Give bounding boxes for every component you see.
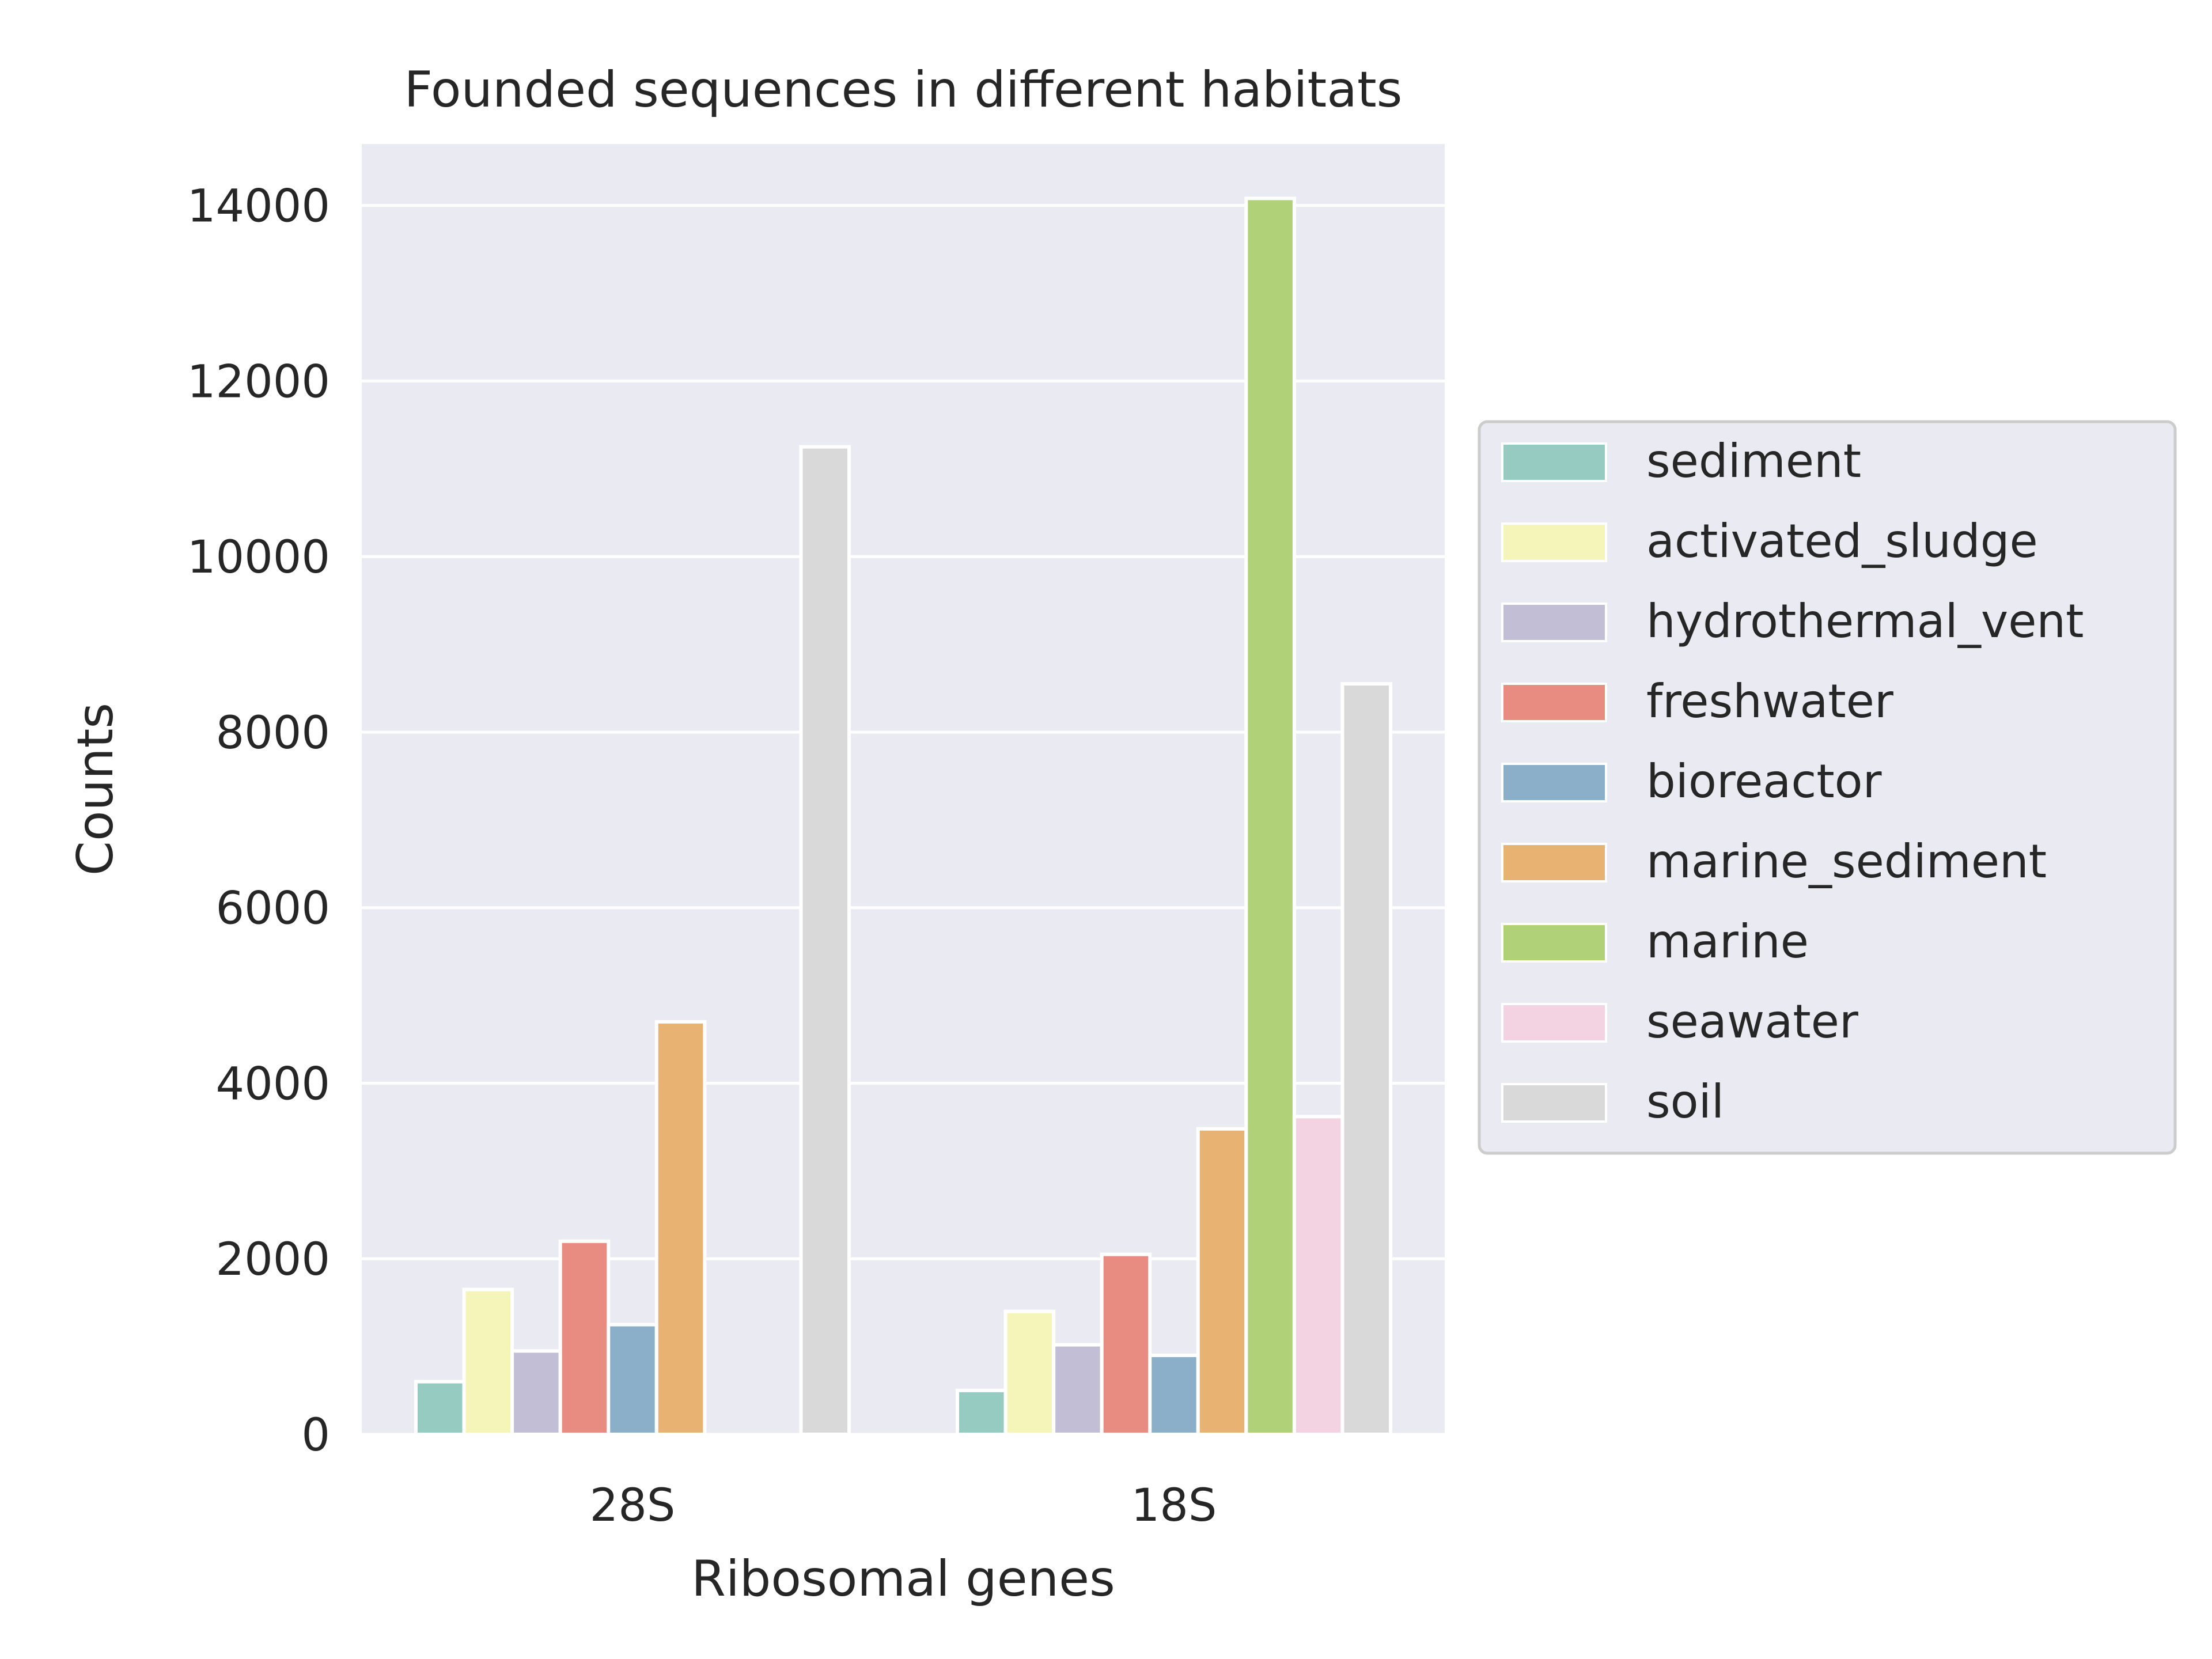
bar-activated_sludge-18S	[1003, 1309, 1056, 1437]
bar-hydrothermal_vent-18S	[1052, 1343, 1104, 1437]
bar-sediment-28S	[414, 1380, 466, 1437]
legend-label-seawater: seawater	[1646, 995, 1858, 1048]
bar-freshwater-28S	[558, 1239, 611, 1437]
legend-label-hydrothermal_vent: hydrothermal_vent	[1646, 594, 2084, 648]
bar-marine_sediment-28S	[654, 1020, 707, 1437]
legend-swatch-hydrothermal_vent	[1501, 603, 1607, 642]
bar-soil-18S	[1340, 682, 1392, 1436]
bar-soil-28S	[799, 445, 851, 1437]
x-tick-labels: 28S 18S	[590, 1480, 1217, 1532]
legend-label-freshwater: freshwater	[1646, 675, 1893, 728]
y-tick-label: 8000	[215, 707, 330, 759]
legend-swatch-marine_sediment	[1501, 843, 1607, 882]
legend-label-soil: soil	[1646, 1075, 1724, 1128]
y-tick-label: 4000	[215, 1058, 330, 1110]
legend-swatch-bioreactor	[1501, 763, 1607, 802]
legend-label-marine: marine	[1646, 915, 1809, 968]
legend-label-sediment: sediment	[1646, 434, 1861, 488]
bar-bioreactor-28S	[607, 1323, 658, 1437]
x-tick-label: 28S	[590, 1480, 676, 1532]
chart-title: Founded sequences in different habitats	[404, 61, 1403, 119]
y-tick-label: 10000	[187, 532, 330, 584]
legend-label-bioreactor: bioreactor	[1646, 755, 1882, 808]
bar-seawater-18S	[1292, 1115, 1344, 1436]
legend-label-activated_sludge: activated_sludge	[1646, 514, 2038, 568]
x-axis-label: Ribosomal genes	[691, 1550, 1115, 1608]
legend-swatch-sediment	[1501, 442, 1607, 482]
bar-marine-18S	[1244, 196, 1296, 1437]
bars	[414, 196, 1392, 1437]
legend-swatch-freshwater	[1501, 683, 1607, 722]
bar-hydrothermal_vent-28S	[510, 1349, 562, 1436]
y-tick-labels: 0 2000 4000 6000 8000 10000 12000 14000	[187, 181, 330, 1461]
bar-marine_sediment-18S	[1196, 1127, 1248, 1436]
bar-sediment-18S	[956, 1388, 1007, 1437]
y-tick-label: 14000	[187, 181, 330, 233]
y-tick-label: 6000	[215, 883, 330, 935]
legend-swatch-soil	[1501, 1083, 1607, 1123]
legend-swatch-marine	[1501, 923, 1607, 963]
y-axis-label: Counts	[67, 703, 124, 876]
bar-freshwater-18S	[1100, 1252, 1152, 1437]
x-tick-label: 18S	[1131, 1480, 1217, 1532]
y-tick-label: 0	[301, 1410, 330, 1461]
bar-activated_sludge-28S	[462, 1287, 514, 1437]
legend-swatch-activated_sludge	[1501, 522, 1607, 562]
bar-bioreactor-18S	[1148, 1353, 1200, 1437]
legend-box	[1478, 420, 2177, 1155]
legend: sediment activated_sludge hydrothermal_ven…	[1478, 420, 2177, 1155]
y-tick-label: 12000	[187, 356, 330, 408]
legend-swatch-seawater	[1501, 1003, 1607, 1043]
y-tick-label: 2000	[215, 1234, 330, 1286]
legend-label-marine_sediment: marine_sediment	[1646, 835, 2047, 888]
